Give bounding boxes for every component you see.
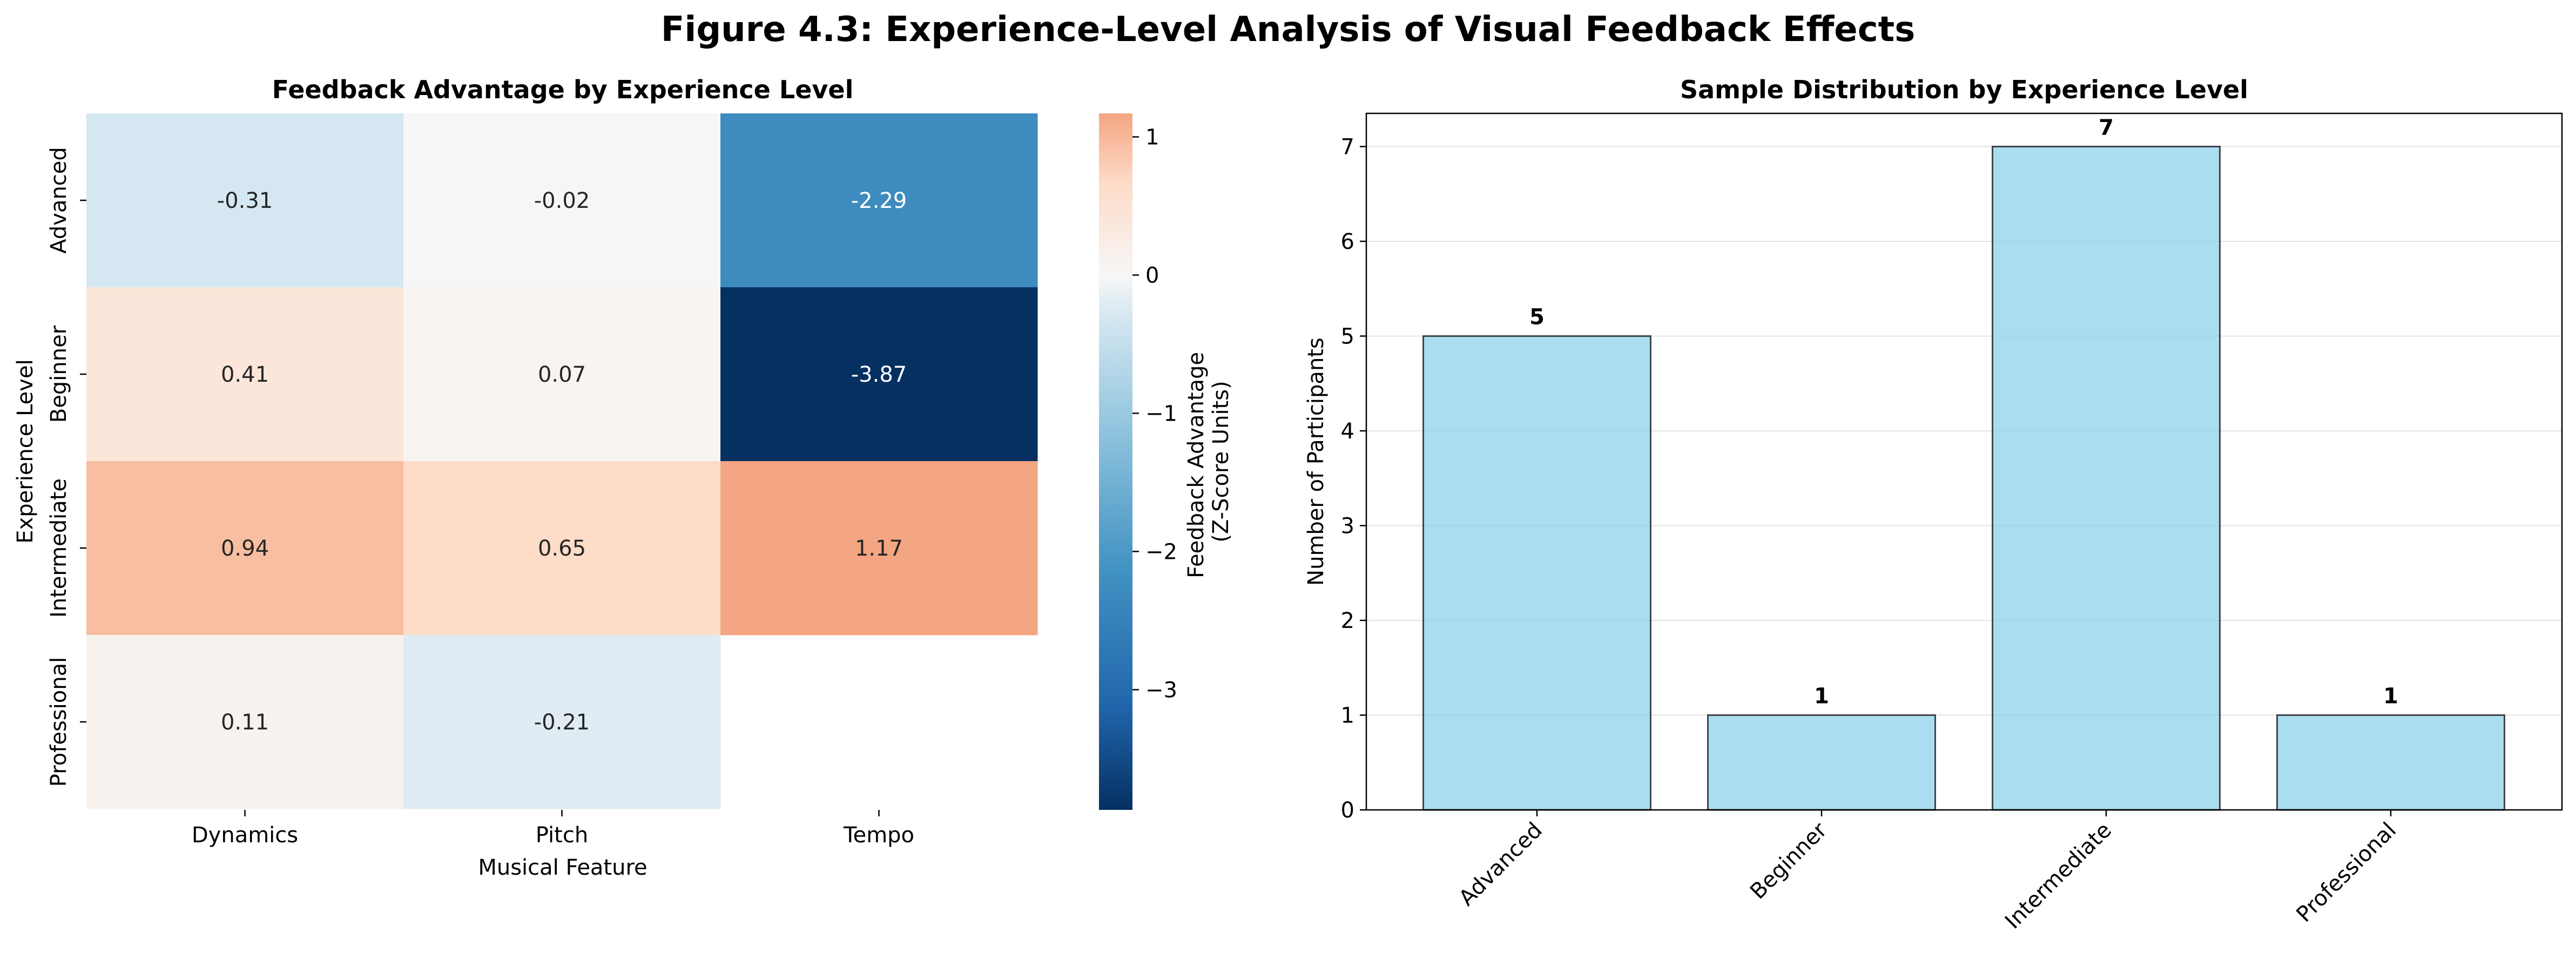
colorbar-tick-label: −1	[1145, 401, 1177, 426]
bar-value-labels: 5 1 7 1	[1529, 115, 2398, 708]
heatmap-cell-label: -0.02	[534, 188, 590, 213]
bar	[1992, 145, 2221, 811]
heatmap-cell	[403, 635, 721, 809]
bar-y-tick-label: 3	[1341, 513, 1354, 538]
bar-panel: Sample Distribution by Experience Level …	[1304, 75, 2563, 934]
heatmap-cell-label: 1.17	[855, 536, 903, 561]
heatmap-cell-label: 0.11	[221, 710, 269, 735]
heatmap-cell	[86, 461, 404, 636]
colorbar-tick-label: −2	[1145, 539, 1177, 564]
heatmap-x-tick-label: Tempo	[843, 823, 914, 848]
bar-y-tick-label: 5	[1341, 324, 1354, 349]
bar	[1422, 335, 1651, 811]
heatmap-cell-label: 0.07	[538, 362, 586, 387]
heatmap-y-tick-label: Advanced	[46, 147, 71, 254]
colorbar-label-line1: Feedback Advantage	[1184, 352, 1209, 578]
colorbar: 1 0 −1 −2 −3 Feedback Advantage (Z-Score Uni…	[1099, 113, 1233, 810]
bar-bars	[1422, 145, 2505, 811]
heatmap-cell	[720, 461, 1038, 636]
heatmap-cell-label: -2.29	[851, 188, 907, 213]
bar	[2276, 714, 2505, 811]
bar-value-label: 1	[2383, 684, 2398, 708]
figure-title: Figure 4.3: Experience-Level Analysis of…	[661, 10, 1916, 50]
heatmap-y-tick-label: Intermediate	[46, 478, 71, 618]
bar-y-ticks: 0 1 2 3 4 5 6 7	[1341, 134, 1366, 823]
heatmap-cell-label: -0.21	[534, 710, 590, 735]
heatmap-cell	[403, 461, 721, 636]
heatmap-cell	[720, 113, 1038, 288]
bar	[1707, 714, 1936, 811]
heatmap-y-tick-label: Professional	[46, 657, 71, 787]
heatmap-x-tick-label: Pitch	[536, 823, 588, 848]
bar-y-tick-label: 7	[1341, 134, 1354, 159]
heatmap-cell-label: 0.65	[538, 536, 586, 561]
bar-chart-title: Sample Distribution by Experience Level	[1680, 75, 2248, 104]
heatmap-x-tick-label: Dynamics	[192, 823, 298, 848]
bar-y-tick-label: 4	[1341, 419, 1354, 444]
heatmap-cell	[403, 287, 721, 462]
heatmap-cell-label: 0.41	[221, 362, 269, 387]
colorbar-tick-label: 1	[1145, 125, 1159, 150]
heatmap-cell	[403, 113, 721, 288]
heatmap-cell	[86, 635, 404, 809]
heatmap-cell-labels: -0.31 -0.02 -2.29 0.41 0.07 -3.87 0.94 0.65 1.17…	[217, 188, 907, 735]
heatmap-cell	[720, 287, 1038, 462]
heatmap-title: Feedback Advantage by Experience Level	[272, 75, 854, 104]
heatmap-y-ticks: Advanced Beginner Intermediate Professional	[46, 147, 86, 787]
colorbar-ticks: 1 0 −1 −2 −3	[1132, 125, 1177, 702]
heatmap-cells	[86, 113, 1038, 809]
bar-y-tick-label: 6	[1341, 229, 1354, 254]
heatmap-cell	[86, 287, 404, 462]
heatmap-x-axis-label: Musical Feature	[478, 855, 647, 880]
heatmap-y-axis-label: Experience Level	[13, 359, 38, 543]
bar-axes-frame	[1365, 112, 2563, 811]
heatmap-cell	[86, 113, 404, 288]
colorbar-gradient	[1099, 113, 1132, 810]
heatmap-y-tick-label: Beginner	[46, 325, 71, 423]
heatmap-panel: Feedback Advantage by Experience Level -…	[13, 75, 1038, 880]
heatmap-cell-label: 0.94	[221, 536, 269, 561]
colorbar-label-line2: (Z-Score Units)	[1209, 381, 1233, 542]
bar-y-tick-label: 0	[1341, 798, 1354, 823]
bar-value-label: 5	[1529, 305, 1545, 329]
colorbar-tick-label: 0	[1145, 263, 1159, 288]
heatmap-x-ticks: Dynamics Pitch Tempo	[192, 810, 914, 848]
colorbar-label: Feedback Advantage (Z-Score Units)	[1184, 345, 1233, 578]
bar-value-label: 7	[2099, 115, 2114, 140]
heatmap-cell-label: -0.31	[217, 188, 273, 213]
bar-y-tick-label: 2	[1341, 609, 1354, 633]
bar-y-tick-label: 1	[1341, 703, 1354, 728]
bar-value-label: 1	[1814, 684, 1829, 708]
bar-y-axis-label: Number of Participants	[1304, 337, 1329, 586]
colorbar-tick-label: −3	[1145, 678, 1177, 702]
heatmap-cell-label: -3.87	[851, 362, 907, 387]
